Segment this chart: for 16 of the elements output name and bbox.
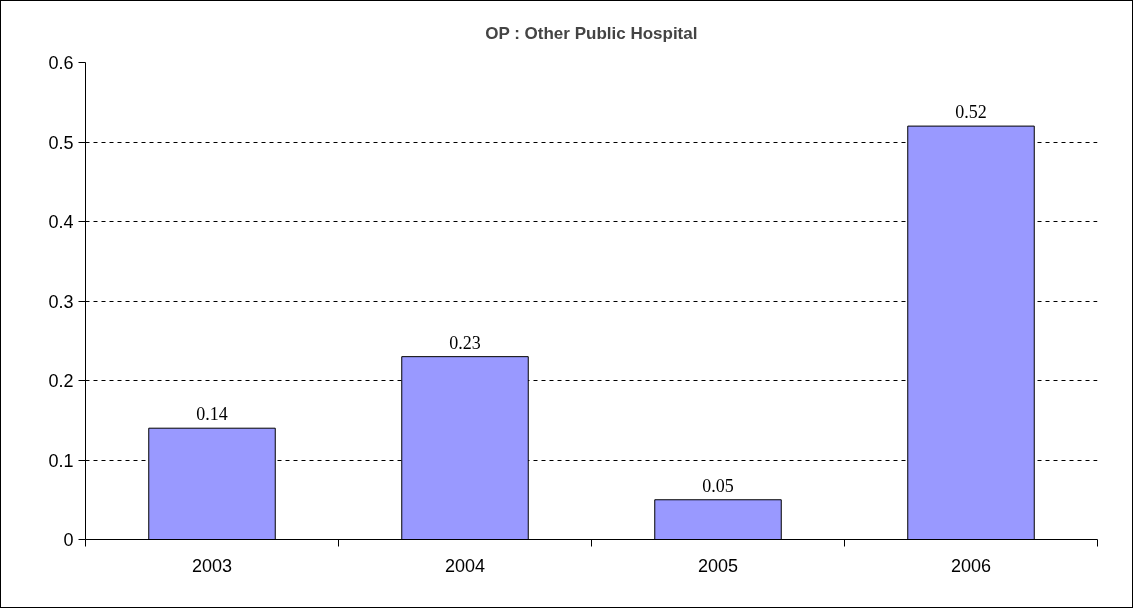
data-label: 0.52: [955, 102, 987, 123]
data-label: 0.05: [702, 475, 734, 496]
chart-title: OP : Other Public Hospital: [485, 23, 698, 43]
y-tick-label: 0.4: [48, 212, 74, 232]
y-tick-label: 0.1: [48, 450, 74, 471]
x-tick-label: 2005: [697, 555, 739, 576]
y-tick-label: 0.5: [48, 132, 74, 153]
y-tick-label: 0: [63, 530, 74, 550]
y-tick-label: 0.2: [48, 371, 74, 391]
data-label: 0.14: [196, 404, 228, 425]
y-tick-label: 0.6: [48, 53, 74, 73]
data-label: 0.23: [449, 332, 481, 353]
x-tick-label: 2003: [191, 555, 233, 576]
x-tick-label: 2004: [444, 555, 486, 576]
x-tick-label: 2006: [950, 555, 992, 576]
y-tick-label: 0.3: [48, 291, 74, 312]
